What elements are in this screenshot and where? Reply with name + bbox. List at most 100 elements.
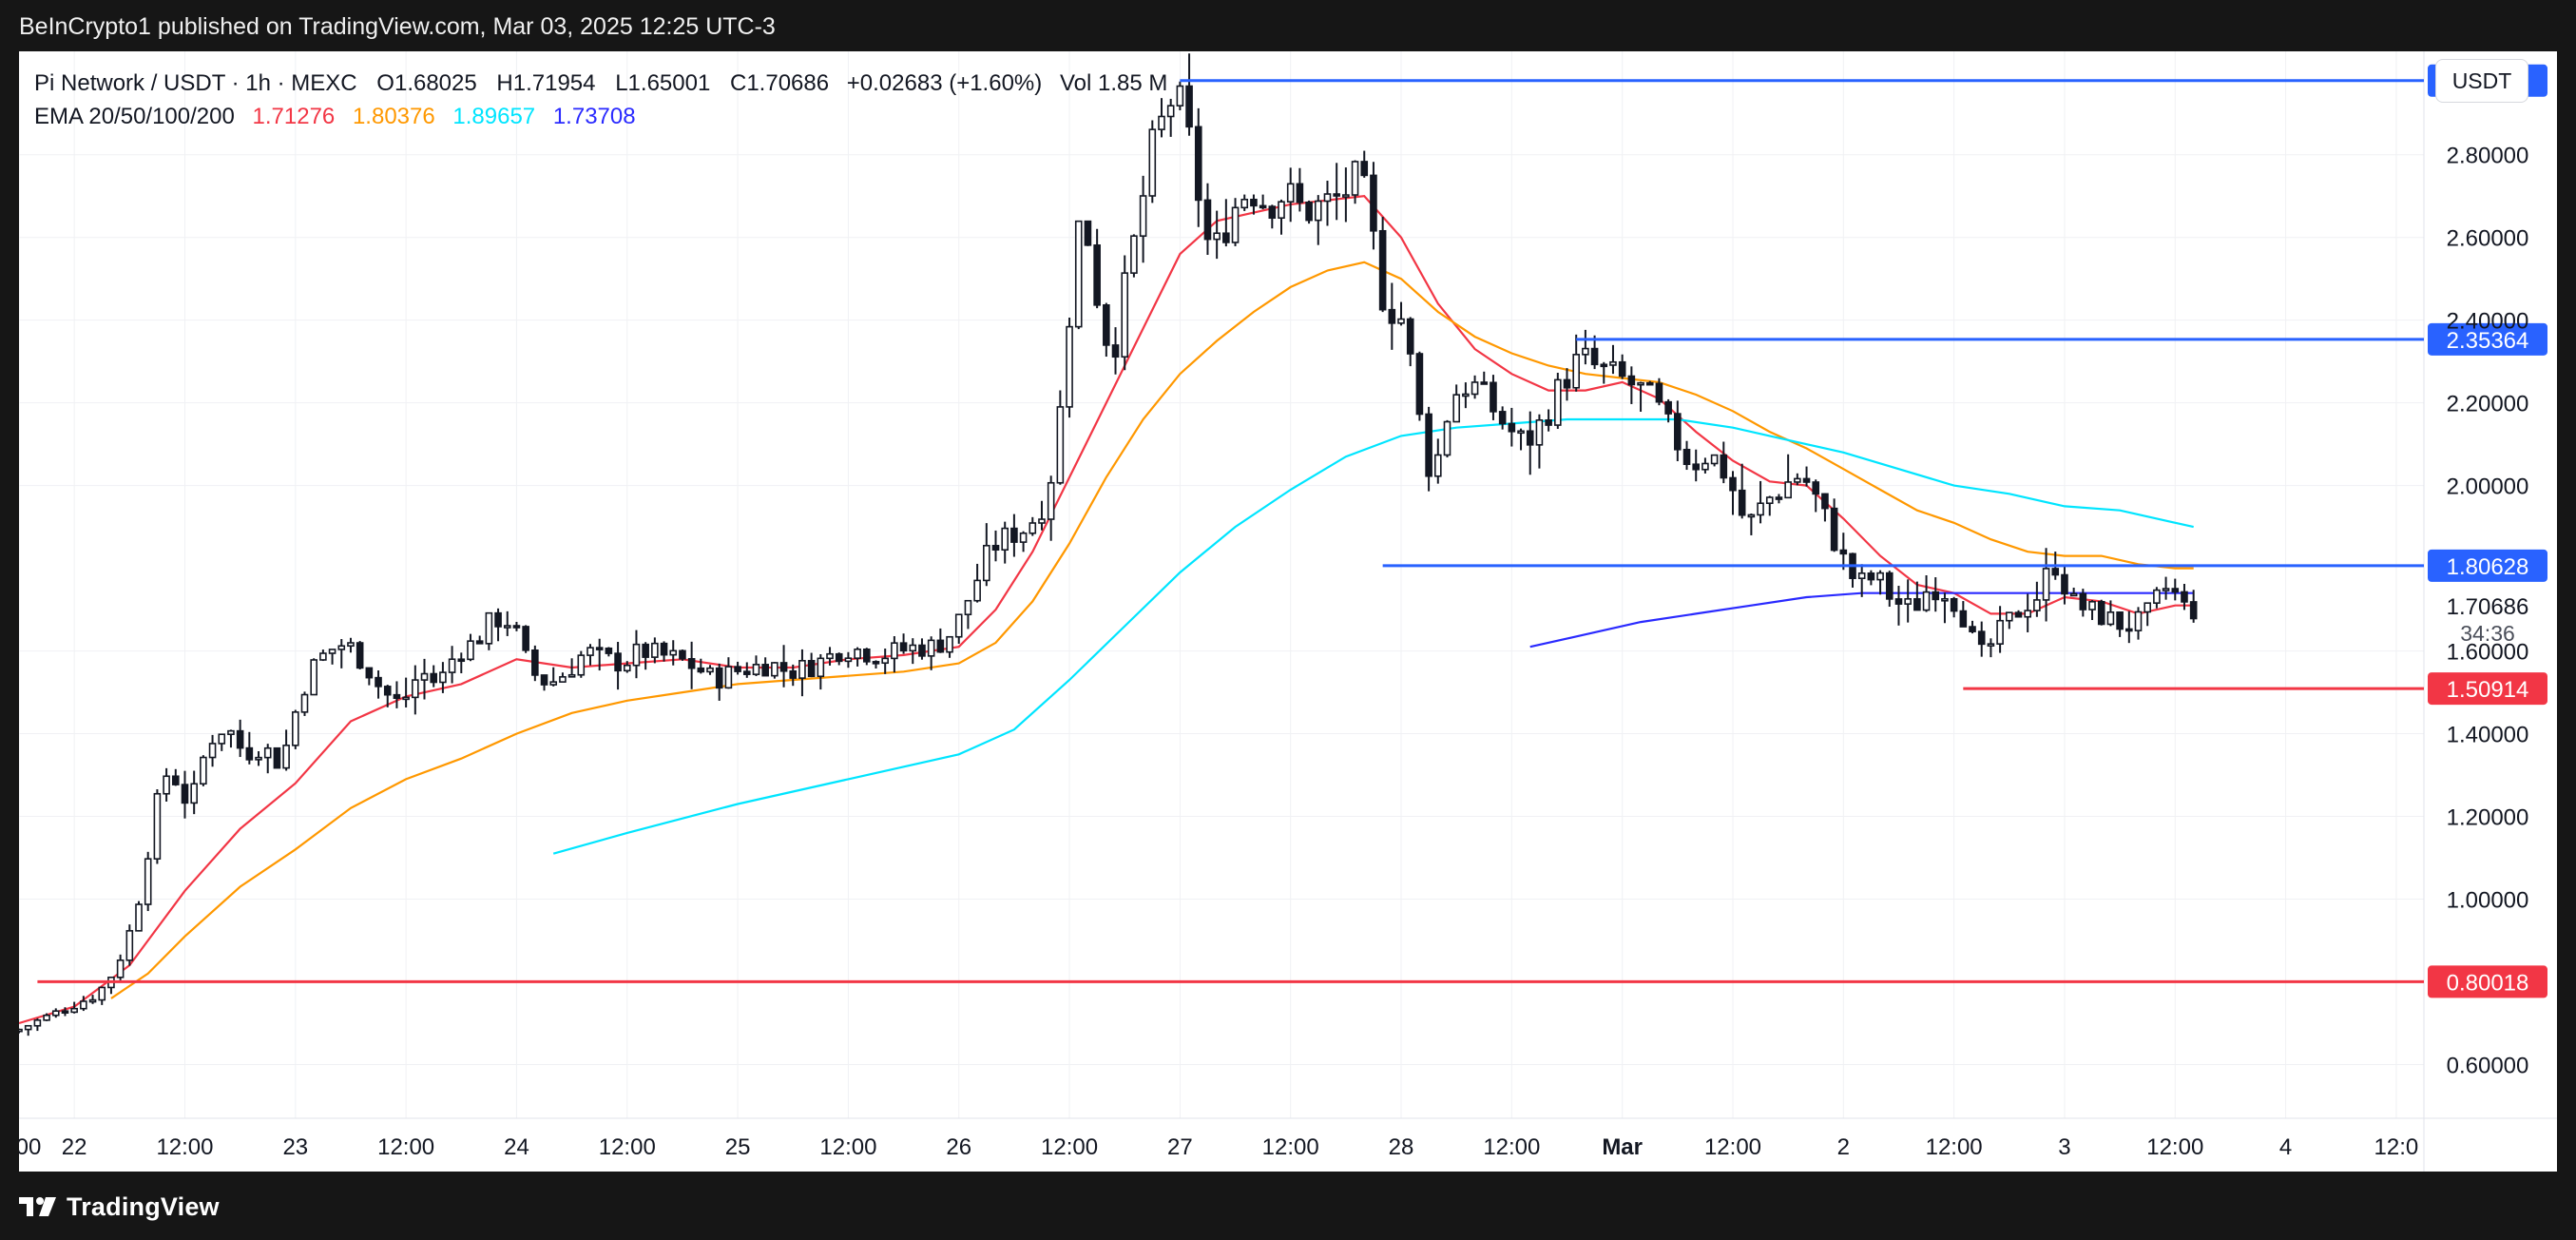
candle-body[interactable] xyxy=(227,729,235,736)
candle-body[interactable] xyxy=(144,858,152,905)
candle-body[interactable] xyxy=(1222,232,1230,243)
candle-body[interactable] xyxy=(1922,591,1931,611)
candle-body[interactable] xyxy=(1452,394,1460,423)
candle-body[interactable] xyxy=(862,649,871,663)
candle-body[interactable] xyxy=(1765,496,1774,505)
candle-body[interactable] xyxy=(1554,378,1562,426)
candle-body[interactable] xyxy=(190,783,198,804)
candle-body[interactable] xyxy=(2189,601,2198,620)
candle-body[interactable] xyxy=(779,662,788,672)
candle-body[interactable] xyxy=(1812,481,1820,495)
candle-body[interactable] xyxy=(1655,382,1663,403)
candle-body[interactable] xyxy=(208,743,217,759)
candle-body[interactable] xyxy=(2181,591,2188,603)
candle-body[interactable] xyxy=(1203,199,1212,241)
candle-body[interactable] xyxy=(660,642,668,656)
candle-body[interactable] xyxy=(1194,126,1202,202)
candle-body[interactable] xyxy=(1305,201,1313,222)
candle-body[interactable] xyxy=(798,660,806,679)
candle-body[interactable] xyxy=(485,611,493,645)
candle-body[interactable] xyxy=(1950,598,1958,612)
candle-body[interactable] xyxy=(475,640,484,645)
candle-body[interactable] xyxy=(291,711,299,746)
candle-body[interactable] xyxy=(383,686,392,696)
candle-body[interactable] xyxy=(1563,378,1571,389)
candle-body[interactable] xyxy=(375,676,382,688)
candle-body[interactable] xyxy=(687,658,696,669)
candle-body[interactable] xyxy=(752,664,760,675)
candle-body[interactable] xyxy=(1001,527,1009,552)
candle-body[interactable] xyxy=(1674,413,1682,451)
candle-body[interactable] xyxy=(789,669,798,679)
candle-body[interactable] xyxy=(964,599,972,616)
candle-body[interactable] xyxy=(365,667,374,679)
candle-body[interactable] xyxy=(1378,229,1387,311)
candle-body[interactable] xyxy=(218,733,226,745)
candle-body[interactable] xyxy=(2069,592,2078,597)
candle-body[interactable] xyxy=(586,647,594,656)
candle-body[interactable] xyxy=(1682,448,1691,466)
candle-body[interactable] xyxy=(2061,573,2068,595)
candle-body[interactable] xyxy=(1710,454,1719,465)
candle-body[interactable] xyxy=(1720,454,1728,479)
candle-body[interactable] xyxy=(61,1010,69,1015)
candle-body[interactable] xyxy=(1019,532,1028,543)
candle-body[interactable] xyxy=(1038,518,1046,524)
candle-body[interactable] xyxy=(1103,304,1110,346)
candle-body[interactable] xyxy=(1093,244,1101,306)
candle-body[interactable] xyxy=(457,658,466,663)
candle-body[interactable] xyxy=(826,652,834,660)
candle-body[interactable] xyxy=(1433,454,1442,477)
candle-body[interactable] xyxy=(181,784,189,804)
candle-body[interactable] xyxy=(1148,128,1157,197)
candle-body[interactable] xyxy=(282,745,290,769)
candle-body[interactable] xyxy=(1941,598,1949,602)
candle-body[interactable] xyxy=(1701,462,1709,471)
candle-body[interactable] xyxy=(642,643,649,658)
candle-body[interactable] xyxy=(2024,610,2031,618)
candle-body[interactable] xyxy=(918,644,926,657)
candle-body[interactable] xyxy=(1406,318,1414,355)
candle-body[interactable] xyxy=(80,1000,87,1010)
candle-body[interactable] xyxy=(1664,400,1672,415)
candle-body[interactable] xyxy=(1084,220,1092,246)
candle-body[interactable] xyxy=(467,640,474,661)
candle-body[interactable] xyxy=(577,654,586,676)
candle-body[interactable] xyxy=(1314,200,1322,222)
candle-body[interactable] xyxy=(430,672,438,684)
candle-body[interactable] xyxy=(1830,507,1838,552)
candle-body[interactable] xyxy=(614,652,622,672)
candle-body[interactable] xyxy=(1645,381,1654,386)
candle-body[interactable] xyxy=(595,647,604,650)
candle-body[interactable] xyxy=(1370,174,1377,232)
candle-body[interactable] xyxy=(2088,600,2096,610)
candle-body[interactable] xyxy=(88,998,97,1003)
candle-body[interactable] xyxy=(1802,477,1811,483)
candle-body[interactable] xyxy=(503,625,511,629)
ema-label[interactable]: EMA 20/50/100/200 xyxy=(34,104,235,129)
candle-body[interactable] xyxy=(1415,353,1424,416)
candle-body[interactable] xyxy=(1545,418,1552,426)
candle-body[interactable] xyxy=(2014,611,2023,618)
candle-body[interactable] xyxy=(559,676,567,683)
candle-body[interactable] xyxy=(328,649,336,654)
candle-body[interactable] xyxy=(255,756,262,761)
candle-body[interactable] xyxy=(679,649,686,660)
candle-body[interactable] xyxy=(319,652,327,661)
candle-body[interactable] xyxy=(33,1019,42,1027)
candle-body[interactable] xyxy=(43,1014,50,1021)
candle-body[interactable] xyxy=(1185,85,1193,128)
candle-body[interactable] xyxy=(1139,195,1147,237)
candle-body[interactable] xyxy=(2153,589,2161,604)
candle-body[interactable] xyxy=(540,674,548,686)
candle-body[interactable] xyxy=(1508,422,1516,433)
candle-body[interactable] xyxy=(163,775,170,795)
candle-body[interactable] xyxy=(1278,201,1285,220)
candle-body[interactable] xyxy=(2143,602,2152,613)
candle-body[interactable] xyxy=(1609,360,1617,366)
candle-body[interactable] xyxy=(2106,611,2115,626)
candle-body[interactable] xyxy=(632,643,641,667)
candle-body[interactable] xyxy=(1582,347,1589,356)
candle-body[interactable] xyxy=(1618,360,1626,378)
candle-body[interactable] xyxy=(936,639,945,653)
